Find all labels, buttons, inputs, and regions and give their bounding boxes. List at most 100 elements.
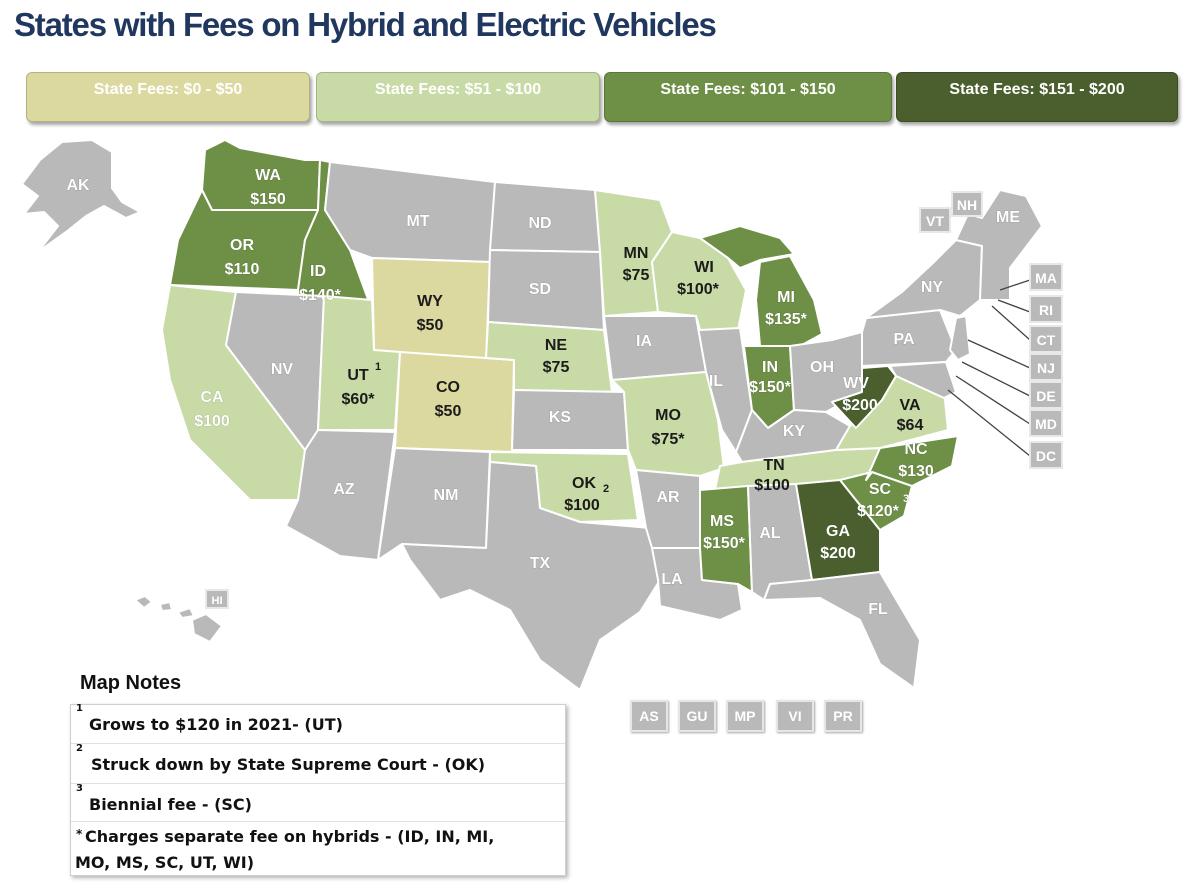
state-wi[interactable] — [651, 231, 747, 331]
note-2-marker: 2 — [76, 743, 83, 754]
box-nj — [1029, 353, 1063, 381]
label-wv: WV — [843, 375, 869, 392]
label-wy: WY — [417, 293, 443, 310]
box-de-label: DE — [1036, 388, 1055, 404]
label-tn: TN — [763, 457, 784, 474]
label-ok-note: 2 — [603, 483, 609, 495]
label-ks: KS — [549, 409, 572, 426]
label-mt: MT — [406, 213, 429, 230]
box-hi — [205, 589, 229, 609]
small-state-boxes[interactable]: VT NH MA RI CT NJ DE MD DC HI — [205, 191, 1063, 609]
label-tx: TX — [530, 555, 551, 572]
note-1-marker: 1 — [76, 703, 83, 714]
label-sc: SC — [869, 481, 892, 498]
label-ok-fee: $100 — [564, 497, 600, 514]
page-title: States with Fees on Hybrid and Electric … — [14, 6, 717, 43]
note-4-text-cont: MO, MS, SC, UT, WI) — [75, 853, 255, 872]
label-fl: FL — [868, 601, 888, 618]
legend-fee-51-100: State Fees: $51 - $100 — [316, 72, 600, 122]
box-de — [1029, 381, 1063, 409]
label-ny: NY — [921, 279, 944, 296]
note-2-text: Struck down by State Supreme Court - (OK… — [91, 755, 486, 774]
map-notes-title: Map Notes — [80, 672, 182, 694]
state-ak[interactable] — [21, 139, 141, 253]
note-1-text: Grows to $120 in 2021- (UT) — [89, 715, 343, 734]
territory-vi[interactable]: VI — [776, 700, 814, 732]
label-wi-fee: $100* — [677, 281, 720, 298]
label-ut: UT — [347, 367, 369, 384]
state-nm[interactable] — [377, 447, 491, 561]
fee-legend: State Fees: $0 - $50 State Fees: $51 - $… — [26, 72, 1178, 124]
state-fl[interactable] — [763, 571, 921, 689]
note-4-marker: * — [76, 827, 83, 841]
label-co: CO — [436, 379, 460, 396]
label-id: ID — [310, 263, 326, 280]
label-mi-fee: $135* — [765, 311, 808, 328]
box-md — [1029, 409, 1063, 437]
label-ca-fee: $100 — [194, 413, 230, 430]
state-tx[interactable] — [401, 461, 661, 690]
box-ri — [1029, 295, 1063, 323]
label-sc-note: 3 — [903, 493, 909, 505]
label-sc-fee: $120* — [857, 503, 900, 520]
state-sc[interactable] — [839, 471, 913, 531]
state-nj[interactable] — [949, 315, 971, 361]
box-nh — [951, 191, 983, 217]
label-wv-fee: $200 — [842, 397, 878, 414]
label-az: AZ — [333, 481, 355, 498]
territory-pr[interactable]: PR — [824, 700, 862, 732]
state-az[interactable] — [285, 429, 396, 561]
label-me: ME — [996, 209, 1020, 226]
legend-fee-151-200: State Fees: $151 - $200 — [896, 72, 1178, 122]
box-ct-label: CT — [1037, 332, 1056, 348]
label-or: OR — [230, 237, 254, 254]
label-ky: KY — [783, 423, 806, 440]
label-ar: AR — [656, 489, 680, 506]
note-4: * Charges separate fee on hybrids - (ID,… — [71, 823, 565, 875]
territory-as[interactable]: AS — [630, 700, 668, 732]
label-al: AL — [759, 525, 781, 542]
label-oh: OH — [810, 359, 834, 376]
label-la: LA — [661, 571, 683, 588]
label-va: VA — [899, 397, 920, 414]
label-nc-fee: $130 — [898, 463, 934, 480]
box-ma-label: MA — [1035, 270, 1057, 286]
note-1: 1 Grows to $120 in 2021- (UT) — [71, 703, 565, 744]
label-wy-fee: $50 — [417, 317, 444, 334]
label-id-fee: $140* — [299, 287, 342, 304]
label-or-fee: $110 — [225, 261, 260, 278]
label-ca: CA — [200, 389, 224, 406]
territory-gu[interactable]: GU — [678, 700, 716, 732]
state-mi[interactable] — [699, 225, 823, 347]
leader-lines — [947, 279, 1031, 457]
label-ut-note: 1 — [375, 361, 381, 373]
state-il[interactable] — [695, 315, 753, 453]
state-ia[interactable] — [603, 315, 707, 381]
label-il: IL — [709, 373, 723, 390]
label-mo-fee: $75* — [652, 431, 686, 448]
label-in: IN — [762, 359, 778, 376]
map-notes: 1 Grows to $120 in 2021- (UT) 2 Struck d… — [70, 703, 566, 876]
hawaii-islands[interactable] — [134, 595, 223, 643]
label-ga: GA — [826, 523, 850, 540]
note-3-marker: 3 — [76, 783, 83, 794]
label-tn-fee: $100 — [754, 477, 790, 494]
state-labels: AK WA $150 OR $110 ID $140* CA $100 NV M… — [66, 167, 1020, 619]
box-vt — [919, 207, 951, 233]
label-ak: AK — [66, 177, 90, 194]
state-co[interactable] — [394, 351, 515, 453]
box-hi-label: HI — [212, 595, 223, 607]
state-mt[interactable] — [324, 161, 496, 263]
box-vt-label: VT — [926, 213, 944, 229]
label-mo: MO — [655, 407, 681, 424]
label-co-fee: $50 — [435, 403, 462, 420]
label-ms: MS — [710, 513, 734, 530]
state-de-md[interactable] — [889, 361, 957, 399]
label-ne: NE — [545, 337, 568, 354]
label-ia: IA — [636, 333, 652, 350]
label-ms-fee: $150* — [703, 535, 746, 552]
legend-fee-101-150: State Fees: $101 - $150 — [604, 72, 892, 122]
label-wa: WA — [255, 167, 281, 184]
box-ri-label: RI — [1039, 302, 1053, 318]
territory-mp[interactable]: MP — [726, 700, 764, 732]
